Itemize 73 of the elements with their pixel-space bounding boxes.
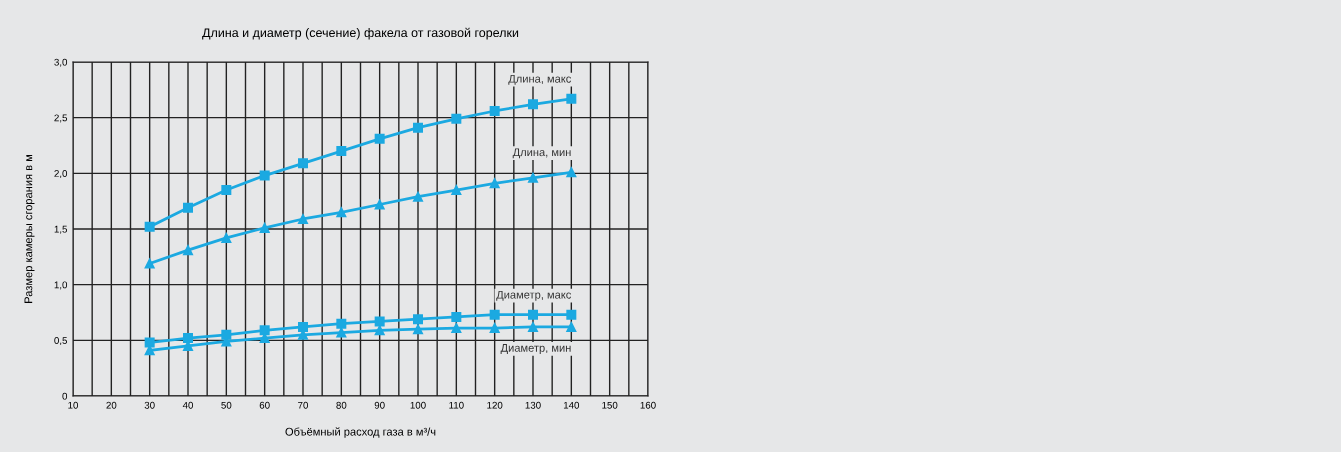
point [336, 207, 347, 218]
point [144, 258, 155, 269]
x-tick-label: 120 [487, 401, 503, 409]
point [374, 316, 385, 327]
point [336, 327, 347, 338]
x-tick-label: 90 [374, 401, 385, 409]
point [527, 99, 539, 110]
point [182, 245, 194, 256]
point [527, 172, 539, 183]
point [412, 191, 424, 202]
point [489, 309, 500, 320]
y-tick-label: 1,0 [54, 281, 68, 290]
y-tick-label: 0 [62, 392, 68, 400]
point [489, 178, 500, 189]
x-tick-label: 130 [525, 401, 541, 409]
point [451, 185, 462, 196]
series-label: Диаметр, мин [500, 344, 571, 354]
point [336, 318, 347, 329]
chart-title: Длина и диаметр (сечение) факела от газовой горелки [202, 27, 519, 40]
series-label: Длина, макс [508, 74, 572, 85]
point [412, 324, 424, 335]
point [182, 333, 194, 344]
y-tick-label: 2,5 [54, 114, 68, 123]
y-axis-title: Размер камеры сгорания в м [24, 154, 35, 303]
point [566, 309, 577, 320]
x-tick-label: 110 [449, 401, 464, 409]
x-tick-label: 80 [336, 401, 347, 409]
point [451, 113, 462, 124]
x-tick-label: 70 [298, 401, 309, 409]
x-tick-label: 160 [640, 401, 656, 409]
point [221, 329, 232, 340]
point [259, 170, 270, 181]
y-tick-label: 3,0 [54, 58, 68, 67]
point [374, 133, 385, 144]
x-tick-label: 40 [182, 401, 194, 409]
x-tick-label: 50 [221, 401, 232, 409]
point [374, 199, 385, 210]
point [489, 323, 500, 334]
point [297, 321, 309, 332]
point [221, 185, 232, 196]
point [412, 122, 424, 133]
x-axis-title: Объёмный расход газа в м³/ч [285, 427, 436, 438]
x-tick-label: 30 [144, 401, 155, 409]
point [144, 337, 155, 348]
point [336, 146, 347, 157]
point [182, 202, 194, 213]
point [451, 311, 462, 322]
point [297, 158, 309, 169]
point [527, 309, 539, 320]
point [259, 222, 270, 233]
series-label: Длина, мин [512, 148, 571, 159]
x-tick-label: 150 [602, 401, 618, 409]
point [527, 321, 539, 332]
point [566, 321, 577, 332]
point [412, 314, 424, 325]
point [489, 105, 500, 116]
y-tick-label: 0,5 [54, 337, 68, 346]
x-tick-label: 10 [68, 401, 79, 409]
x-tick-label: 60 [259, 401, 270, 409]
point [566, 167, 577, 178]
y-tick-label: 1,5 [54, 225, 68, 234]
x-tick-label: 140 [563, 401, 580, 409]
y-tick-label: 2,0 [54, 170, 68, 179]
x-tick-label: 20 [106, 401, 117, 409]
x-tick-label: 100 [410, 401, 426, 409]
point [566, 93, 577, 104]
point [297, 213, 309, 224]
point [221, 232, 232, 243]
series-label: Диаметр, макс [496, 290, 572, 301]
point [374, 325, 385, 336]
point [451, 323, 462, 334]
point [144, 221, 155, 232]
point [259, 325, 270, 336]
